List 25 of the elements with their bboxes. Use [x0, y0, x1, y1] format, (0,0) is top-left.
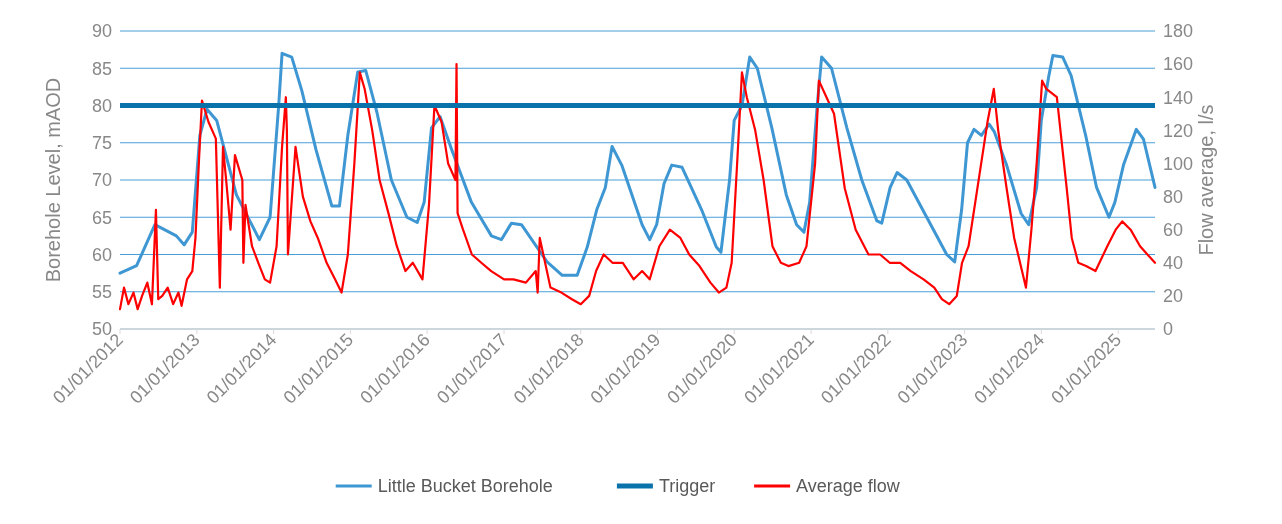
y-tick-label: 80: [91, 95, 112, 116]
y-axis-title: Borehole Level, mAOD: [42, 77, 64, 283]
y2-tick-label: 160: [1163, 54, 1194, 75]
y2-axis-title: Flow average, l/s: [1195, 104, 1217, 256]
y2-tick-label: 100: [1163, 153, 1194, 174]
y-tick-label: 90: [91, 21, 112, 42]
y2-tick-label: 60: [1163, 219, 1184, 240]
y2-tick-label: 0: [1163, 319, 1174, 340]
y2-tick-label: 180: [1163, 21, 1194, 42]
y2-tick-label: 80: [1163, 186, 1184, 207]
y-tick-label: 65: [91, 207, 112, 228]
y2-tick-label: 140: [1163, 87, 1194, 108]
y-tick-label: 70: [91, 170, 112, 191]
y2-tick-label: 20: [1163, 286, 1184, 307]
y-tick-label: 55: [91, 282, 112, 303]
line-series: [118, 63, 1157, 311]
y2-tick-label: 40: [1163, 253, 1184, 274]
y-tick-label: 85: [91, 58, 112, 79]
legend-label: Average flow: [796, 476, 901, 497]
y-tick-label: 75: [91, 133, 112, 154]
legend-label: Little Bucket Borehole: [377, 476, 553, 497]
legend-label: Trigger: [658, 476, 716, 497]
y-tick-label: 60: [91, 244, 112, 265]
y2-tick-label: 120: [1163, 120, 1194, 141]
line-series: [118, 51, 1157, 277]
